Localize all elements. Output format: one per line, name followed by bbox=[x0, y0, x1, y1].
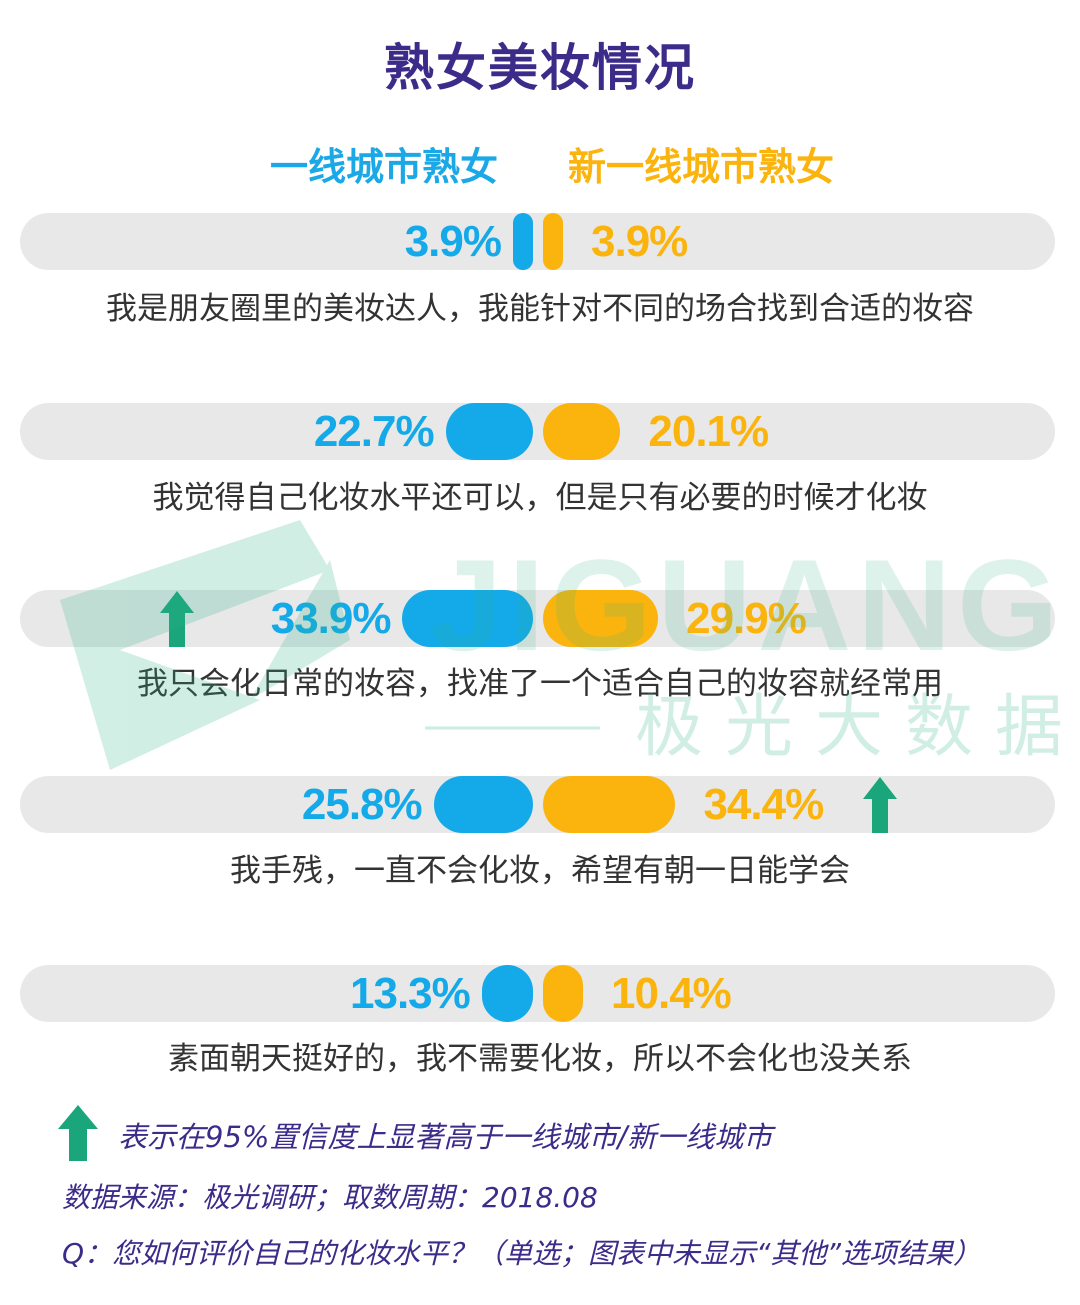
bar-series-a bbox=[402, 590, 533, 647]
value-label-series-a: 25.8% bbox=[301, 780, 423, 829]
arrow-note: 表示在95%置信度上显著高于一线城市/新一线城市 bbox=[118, 1120, 773, 1154]
significance-up-arrow-icon bbox=[58, 1105, 98, 1161]
category-label: 我手残，一直不会化妆，希望有朝一日能学会 bbox=[230, 853, 850, 889]
bar-track bbox=[20, 590, 1055, 647]
bar-track bbox=[20, 403, 1055, 460]
bar-series-b bbox=[543, 776, 676, 833]
value-label-series-b: 29.9% bbox=[686, 594, 807, 643]
page-title: 熟女美妆情况 bbox=[384, 39, 696, 97]
value-label-series-b: 20.1% bbox=[648, 407, 769, 456]
bar-series-b bbox=[543, 590, 659, 647]
bar-series-a bbox=[433, 776, 533, 833]
bar-series-a bbox=[445, 403, 533, 460]
value-label-series-a: 33.9% bbox=[270, 594, 392, 643]
bar-track bbox=[20, 213, 1055, 270]
value-label-series-a: 22.7% bbox=[313, 407, 435, 456]
bar-series-b bbox=[543, 965, 584, 1022]
category-label: 我只会化日常的妆容，找准了一个适合自己的妆容就经常用 bbox=[137, 666, 943, 702]
category-label: 我觉得自己化妆水平还可以，但是只有必要的时候才化妆 bbox=[152, 480, 928, 516]
bar-track bbox=[20, 965, 1055, 1022]
legend-series-a: 一线城市熟女 bbox=[270, 145, 499, 189]
value-label-series-a: 13.3% bbox=[350, 969, 471, 1018]
bar-series-a bbox=[481, 965, 533, 1022]
value-label-series-b: 10.4% bbox=[611, 969, 732, 1018]
data-source: 数据来源：极光调研；取数周期：2018.08 bbox=[62, 1181, 598, 1214]
bar-series-a bbox=[513, 213, 533, 270]
up-arrow-icon bbox=[160, 591, 195, 647]
bar-series-b bbox=[543, 403, 621, 460]
up-arrow-icon bbox=[863, 777, 898, 833]
legend-series-b: 新一线城市熟女 bbox=[568, 145, 835, 189]
survey-question: Q：您如何评价自己的化妆水平？（单选；图表中未显示“其他”选项结果） bbox=[62, 1237, 982, 1270]
value-label-series-b: 3.9% bbox=[591, 217, 688, 266]
value-label-series-a: 3.9% bbox=[404, 217, 502, 266]
category-label: 素面朝天挺好的，我不需要化妆，所以不会化也没关系 bbox=[168, 1041, 912, 1077]
value-label-series-b: 34.4% bbox=[703, 780, 824, 829]
bar-series-b bbox=[543, 213, 563, 270]
category-label: 我是朋友圈里的美妆达人，我能针对不同的场合找到合适的妆容 bbox=[106, 291, 974, 327]
